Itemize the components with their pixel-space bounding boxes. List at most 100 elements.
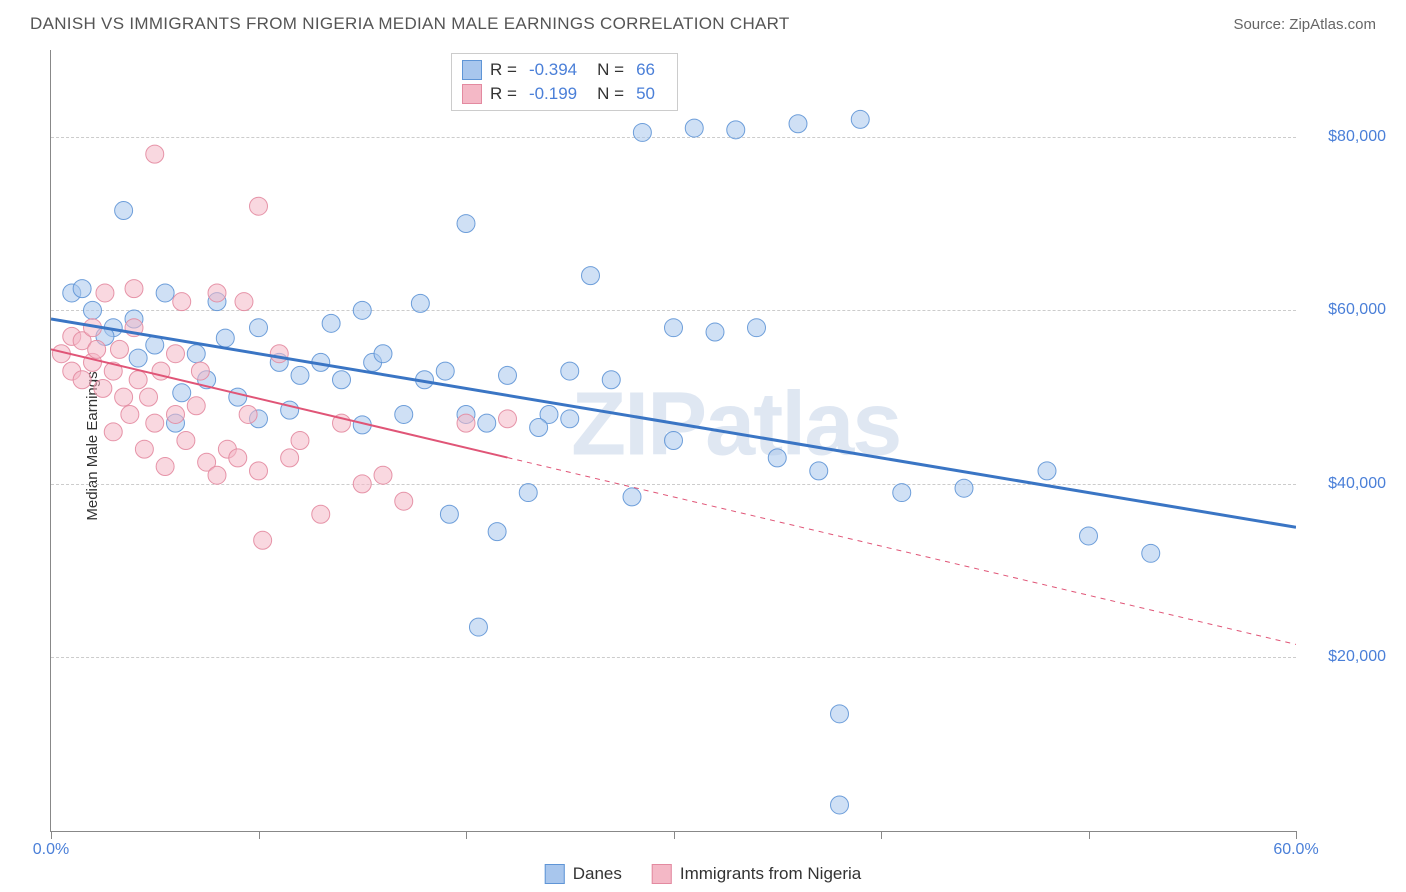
scatter-point xyxy=(561,362,579,380)
scatter-point xyxy=(1080,527,1098,545)
scatter-point xyxy=(353,475,371,493)
scatter-point xyxy=(254,531,272,549)
legend-swatch-icon xyxy=(545,864,565,884)
scatter-point xyxy=(208,466,226,484)
scatter-point xyxy=(156,458,174,476)
scatter-point xyxy=(115,388,133,406)
scatter-point xyxy=(665,319,683,337)
scatter-point xyxy=(88,340,106,358)
y-tick-label: $60,000 xyxy=(1328,301,1386,319)
legend-item: Danes xyxy=(545,864,622,884)
x-tick xyxy=(674,831,675,839)
legend-swatch-icon xyxy=(652,864,672,884)
scatter-point xyxy=(374,345,392,363)
y-tick-label: $40,000 xyxy=(1328,475,1386,493)
scatter-point xyxy=(167,405,185,423)
scatter-point xyxy=(395,405,413,423)
scatter-point xyxy=(312,505,330,523)
scatter-point xyxy=(96,284,114,302)
scatter-point xyxy=(84,301,102,319)
scatter-point xyxy=(1142,544,1160,562)
scatter-point xyxy=(146,145,164,163)
chart-title: DANISH VS IMMIGRANTS FROM NIGERIA MEDIAN… xyxy=(30,14,790,34)
x-tick xyxy=(466,831,467,839)
x-tick xyxy=(1296,831,1297,839)
scatter-point xyxy=(810,462,828,480)
legend-swatch-icon xyxy=(462,60,482,80)
legend-row: R = -0.199 N = 50 xyxy=(462,82,667,106)
scatter-point xyxy=(115,202,133,220)
scatter-point xyxy=(478,414,496,432)
scatter-point xyxy=(582,267,600,285)
scatter-point xyxy=(623,488,641,506)
scatter-point xyxy=(333,371,351,389)
scatter-point xyxy=(229,388,247,406)
scatter-point xyxy=(187,397,205,415)
scatter-point xyxy=(270,345,288,363)
scatter-point xyxy=(110,340,128,358)
legend-r-label: R = xyxy=(490,60,517,80)
chart-plot-area: ZIPatlas R = -0.394 N = 66 R = -0.199 N … xyxy=(50,50,1296,832)
scatter-point xyxy=(239,405,257,423)
scatter-point xyxy=(436,362,454,380)
scatter-point xyxy=(374,466,392,484)
scatter-point xyxy=(216,329,234,347)
scatter-point xyxy=(125,280,143,298)
scatter-point xyxy=(146,414,164,432)
legend-n-value: 50 xyxy=(636,84,655,104)
scatter-svg xyxy=(51,50,1296,831)
scatter-point xyxy=(633,123,651,141)
x-tick xyxy=(1089,831,1090,839)
legend-row: R = -0.394 N = 66 xyxy=(462,58,667,82)
scatter-point xyxy=(499,366,517,384)
legend-item: Immigrants from Nigeria xyxy=(652,864,861,884)
legend-r-value: -0.199 xyxy=(529,84,577,104)
scatter-point xyxy=(135,440,153,458)
scatter-point xyxy=(706,323,724,341)
scatter-point xyxy=(140,388,158,406)
scatter-point xyxy=(789,115,807,133)
scatter-point xyxy=(156,284,174,302)
correlation-legend: R = -0.394 N = 66 R = -0.199 N = 50 xyxy=(451,53,678,111)
scatter-point xyxy=(322,314,340,332)
scatter-point xyxy=(727,121,745,139)
legend-n-value: 66 xyxy=(636,60,655,80)
chart-source: Source: ZipAtlas.com xyxy=(1233,16,1376,33)
scatter-point xyxy=(94,379,112,397)
trend-line xyxy=(51,319,1296,527)
scatter-point xyxy=(768,449,786,467)
scatter-point xyxy=(281,449,299,467)
scatter-point xyxy=(411,294,429,312)
legend-n-label: N = xyxy=(597,60,624,80)
x-tick xyxy=(51,831,52,839)
scatter-point xyxy=(831,796,849,814)
scatter-point xyxy=(685,119,703,137)
scatter-point xyxy=(104,423,122,441)
legend-r-value: -0.394 xyxy=(529,60,577,80)
scatter-point xyxy=(457,215,475,233)
scatter-point xyxy=(177,432,195,450)
legend-r-label: R = xyxy=(490,84,517,104)
scatter-point xyxy=(167,345,185,363)
scatter-point xyxy=(499,410,517,428)
scatter-point xyxy=(530,418,548,436)
scatter-point xyxy=(851,110,869,128)
scatter-point xyxy=(519,484,537,502)
scatter-point xyxy=(831,705,849,723)
x-tick xyxy=(881,831,882,839)
scatter-point xyxy=(665,432,683,450)
scatter-point xyxy=(129,371,147,389)
scatter-point xyxy=(893,484,911,502)
scatter-point xyxy=(440,505,458,523)
scatter-point xyxy=(748,319,766,337)
scatter-point xyxy=(73,371,91,389)
y-tick-label: $20,000 xyxy=(1328,648,1386,666)
scatter-point xyxy=(208,284,226,302)
legend-swatch-icon xyxy=(462,84,482,104)
legend-n-label: N = xyxy=(597,84,624,104)
x-tick-label: 60.0% xyxy=(1273,841,1318,859)
series-legend: Danes Immigrants from Nigeria xyxy=(545,864,862,884)
scatter-point xyxy=(291,432,309,450)
scatter-point xyxy=(395,492,413,510)
scatter-point xyxy=(250,319,268,337)
